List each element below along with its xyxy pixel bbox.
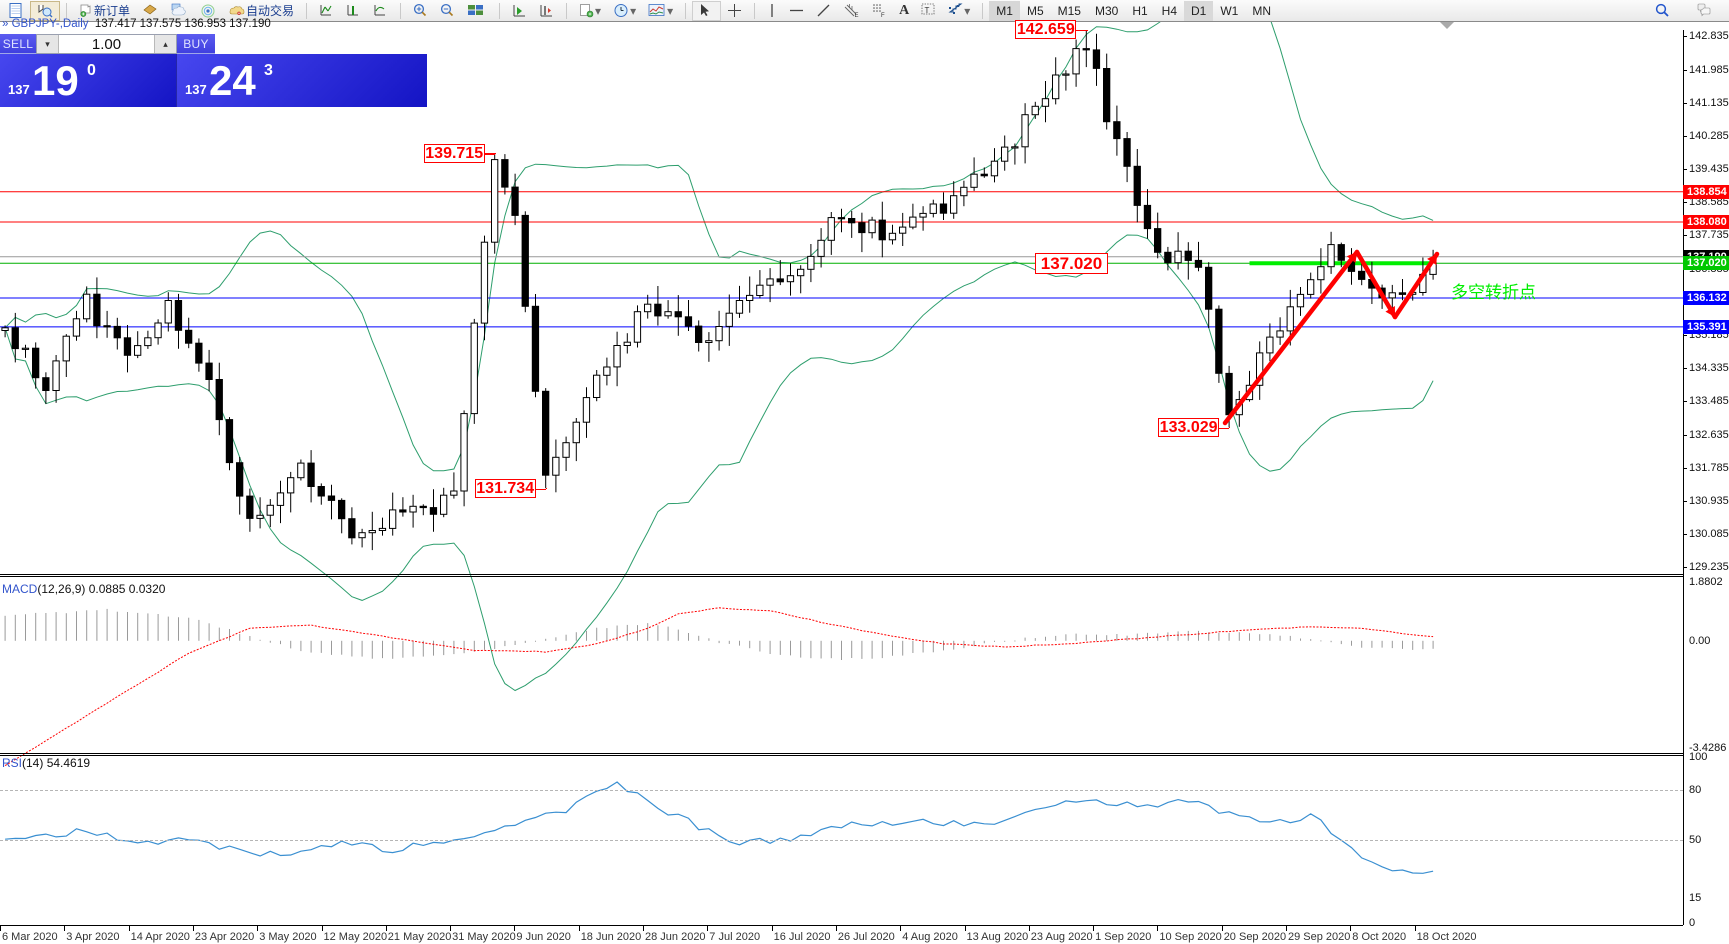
svg-text:T: T [925, 6, 930, 15]
svg-text:F: F [881, 13, 885, 18]
svg-text:E: E [855, 13, 859, 18]
